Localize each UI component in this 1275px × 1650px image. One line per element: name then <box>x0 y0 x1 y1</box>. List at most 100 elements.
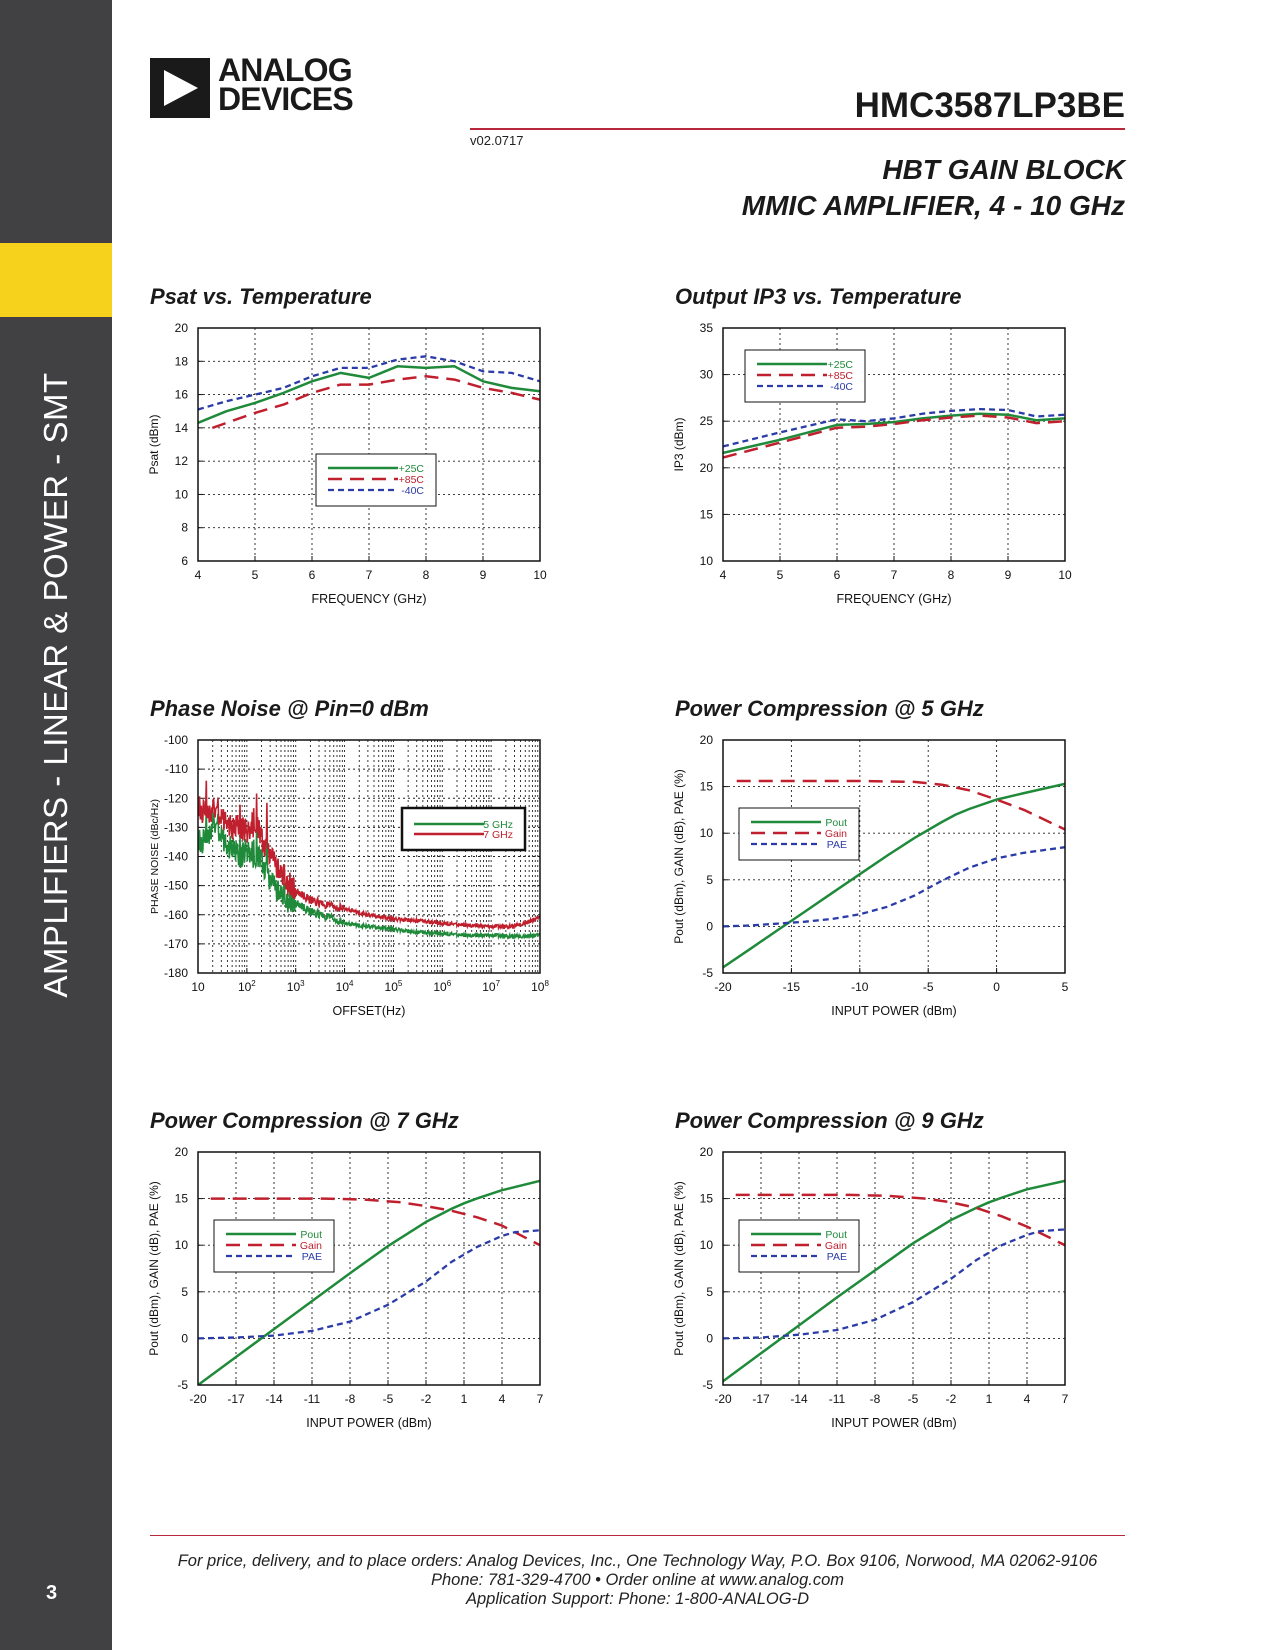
y-tick-label: 0 <box>706 1331 713 1345</box>
y-tick-label: -140 <box>164 850 188 864</box>
plot-frame <box>197 739 541 974</box>
x-tick-label: 7 <box>1062 1392 1069 1406</box>
y-tick-label: -170 <box>164 937 188 951</box>
chart-title-pc5: Power Compression @ 5 GHz <box>675 696 984 721</box>
y-tick-label: 20 <box>700 461 714 475</box>
x-tick-label: -14 <box>265 1392 283 1406</box>
x-tick-label: -2 <box>421 1392 432 1406</box>
series-line-40c <box>198 355 540 411</box>
legend-label: Pout <box>825 1229 847 1241</box>
page-number: 3 <box>46 1582 58 1604</box>
y-tick-label: 20 <box>175 321 189 335</box>
part-number: HMC3587LP3BE <box>854 86 1125 125</box>
y-tick-label: -160 <box>164 908 188 922</box>
x-axis-label: FREQUENCY (GHz) <box>311 592 426 606</box>
x-tick-label: 9 <box>480 568 487 582</box>
chart-title-phase-noise: Phase Noise @ Pin=0 dBm <box>150 696 429 721</box>
x-axis-label: INPUT POWER (dBm) <box>831 1004 956 1018</box>
footer-phone: Phone: 781-329-4700 • Order online at ww… <box>430 1571 845 1589</box>
chart-oip3: 10 15 20 25 30 35 4 5 6 7 8 9 10 FREQUENCY (GHz) IP3 (… <box>672 321 1072 606</box>
chart-grid <box>723 328 1065 561</box>
x-tick-label: -11 <box>304 1392 321 1406</box>
y-tick-label: 10 <box>175 487 189 501</box>
legend-box <box>400 806 527 852</box>
x-tick-label: 4 <box>720 568 727 582</box>
chart-title-pc7: Power Compression @ 7 GHz <box>150 1108 459 1133</box>
chart-pc7: -5 0 5 10 15 20 -20 -17 -14 -11 -8 -5 -2 1 4 7 INPUT POW… <box>147 1145 544 1430</box>
y-tick-label: 12 <box>175 454 189 468</box>
legend-label: +85C <box>399 474 425 486</box>
chart-phase-noise: -180 -170 -160 -150 -140 -130 -120 -110 -100 10 10… <box>149 733 549 1018</box>
x-tick-label: 6 <box>309 568 316 582</box>
series-line-gain <box>735 1193 1065 1247</box>
series-line-7-ghz <box>198 780 540 932</box>
x-tick-label: -8 <box>345 1392 356 1406</box>
y-tick-label: -150 <box>164 879 188 893</box>
chart-grid <box>198 328 540 561</box>
revision: v02.0717 <box>470 133 524 148</box>
y-axis-label: Psat (dBm) <box>147 414 161 474</box>
series-line-pout <box>723 1179 1065 1383</box>
y-tick-label: 20 <box>700 1145 714 1159</box>
x-tick-label: -11 <box>829 1392 846 1406</box>
x-axis-label: FREQUENCY (GHz) <box>836 592 951 606</box>
chart-title-oip3: Output IP3 vs. Temperature <box>675 284 962 309</box>
y-tick-label: -100 <box>164 733 188 747</box>
chart-pc5: -5 0 5 10 15 20 -20 -15 -10 -5 0 5 INPUT POWER (dBm)… <box>672 733 1069 1018</box>
y-tick-label: -130 <box>164 820 188 834</box>
x-tick-label: -15 <box>783 980 801 994</box>
legend-label: Gain <box>825 1240 847 1252</box>
x-tick-label: 103 <box>287 979 305 994</box>
footer-orders: For price, delivery, and to place orders… <box>177 1552 1098 1570</box>
header-rule <box>470 128 1125 130</box>
x-tick-label: 10 <box>1058 568 1072 582</box>
legend-label: Gain <box>825 828 847 840</box>
legend-label: PAE <box>302 1251 322 1263</box>
plot-frame <box>722 1151 1066 1386</box>
legend-label: 7 GHz <box>483 829 513 841</box>
series-line-pout <box>198 1179 540 1385</box>
legend-label: +85C <box>828 370 854 382</box>
chart-psat: 6 8 10 12 14 16 18 20 4 5 6 7 8 9 10 FREQUENCY (GHz) Psa… <box>147 321 547 606</box>
x-tick-label: -20 <box>714 1392 732 1406</box>
logo-line1: ANALOG <box>218 52 353 88</box>
x-tick-label: 10 <box>533 568 547 582</box>
series-line-pout <box>723 782 1065 969</box>
y-tick-label: 15 <box>700 507 714 521</box>
x-tick-label: -20 <box>189 1392 207 1406</box>
chart-title-pc9: Power Compression @ 9 GHz <box>675 1108 984 1133</box>
legend-label: +25C <box>399 463 425 475</box>
legend-label: PAE <box>827 1251 847 1263</box>
x-tick-label: 5 <box>252 568 259 582</box>
legend-label: Gain <box>300 1240 322 1252</box>
chart-legend: +25C+85C-40C <box>744 349 866 403</box>
series-line-pae <box>723 846 1065 928</box>
x-tick-label: 4 <box>1024 1392 1031 1406</box>
x-tick-label: 104 <box>336 979 354 994</box>
y-tick-label: 30 <box>700 368 714 382</box>
x-axis-label: OFFSET(Hz) <box>333 1004 406 1018</box>
sidebar: AMPLIFIERS - LINEAR & POWER - SMT 3 <box>0 0 112 1650</box>
x-tick-label: 106 <box>433 979 451 994</box>
series-line-25c <box>198 365 540 425</box>
x-tick-label: -5 <box>923 980 934 994</box>
series-line-5-ghz <box>198 807 540 941</box>
y-tick-label: 0 <box>706 919 713 933</box>
x-axis-label: INPUT POWER (dBm) <box>306 1416 431 1430</box>
legend-label: 5 GHz <box>483 819 513 831</box>
y-axis-label: Pout (dBm), GAIN (dB), PAE (%) <box>672 1181 686 1355</box>
legend-label: Pout <box>300 1229 322 1241</box>
logo-triangle-icon <box>150 58 210 118</box>
y-tick-label: 20 <box>175 1145 189 1159</box>
x-tick-label: -5 <box>908 1392 919 1406</box>
x-tick-label: 102 <box>238 979 256 994</box>
y-tick-label: 15 <box>700 1192 714 1206</box>
y-tick-label: 15 <box>175 1192 189 1206</box>
x-tick-label: 1 <box>461 1392 468 1406</box>
y-tick-label: 15 <box>700 780 714 794</box>
x-tick-label: 10 <box>191 980 205 994</box>
x-tick-label: 6 <box>834 568 841 582</box>
x-tick-label: 4 <box>195 568 202 582</box>
x-tick-label: 5 <box>1062 980 1069 994</box>
x-tick-label: 8 <box>423 568 430 582</box>
